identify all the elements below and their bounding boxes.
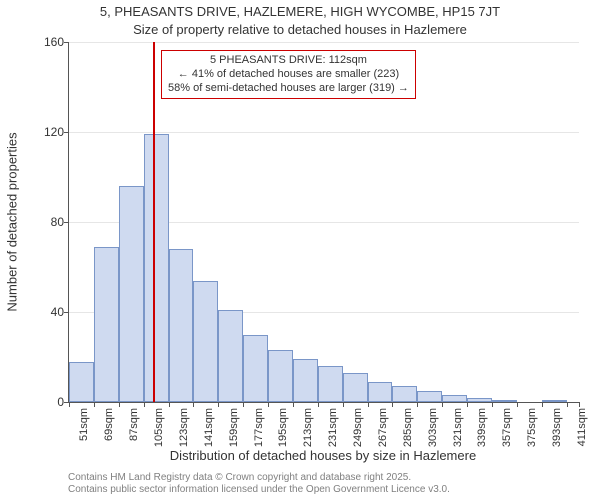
x-tick: [542, 402, 543, 407]
x-tick-label: 321sqm: [452, 408, 464, 447]
histogram-bar: [467, 398, 492, 403]
histogram-bar: [542, 400, 567, 402]
x-tick-label: 357sqm: [501, 408, 513, 447]
x-tick-label: 105sqm: [153, 408, 165, 447]
histogram-bar: [392, 386, 417, 402]
x-tick: [517, 402, 518, 407]
y-tick-label: 40: [34, 305, 64, 319]
histogram-bar: [144, 134, 169, 402]
x-tick: [442, 402, 443, 407]
x-tick: [69, 402, 70, 407]
histogram-bar: [368, 382, 393, 402]
x-tick-label: 123sqm: [178, 408, 190, 447]
annot-line3: 58% of semi-detached houses are larger (…: [168, 82, 409, 94]
x-tick-label: 69sqm: [103, 408, 115, 441]
x-tick-label: 303sqm: [427, 408, 439, 447]
x-tick: [268, 402, 269, 407]
histogram-bar: [417, 391, 442, 402]
histogram-bar: [318, 366, 343, 402]
annot-line2: ← 41% of detached houses are smaller (22…: [178, 68, 399, 80]
y-tick: [64, 222, 69, 223]
x-tick-label: 393sqm: [551, 408, 563, 447]
histogram-bar: [119, 186, 144, 402]
x-tick: [567, 402, 568, 407]
x-tick: [144, 402, 145, 407]
x-tick-label: 375sqm: [526, 408, 538, 447]
gridline: [69, 42, 579, 43]
x-tick: [467, 402, 468, 407]
y-tick-label: 80: [34, 215, 64, 229]
x-tick-label: 213sqm: [302, 408, 314, 447]
x-axis-label: Distribution of detached houses by size …: [68, 448, 578, 463]
x-tick-label: 87sqm: [128, 408, 140, 441]
x-tick-label: 285sqm: [402, 408, 414, 447]
y-tick-label: 0: [34, 395, 64, 409]
x-tick: [293, 402, 294, 407]
x-tick-label: 141sqm: [203, 408, 215, 447]
attribution-line1: Contains HM Land Registry data © Crown c…: [68, 472, 411, 483]
x-tick: [579, 402, 580, 407]
histogram-bar: [94, 247, 119, 402]
annot-line1: 5 PHEASANTS DRIVE: 112sqm: [210, 54, 367, 66]
x-tick-label: 159sqm: [228, 408, 240, 447]
x-tick: [417, 402, 418, 407]
x-tick-label: 249sqm: [352, 408, 364, 447]
x-tick: [368, 402, 369, 407]
x-tick-label: 267sqm: [377, 408, 389, 447]
x-tick-label: 231sqm: [327, 408, 339, 447]
histogram-bar: [69, 362, 94, 403]
x-tick: [318, 402, 319, 407]
histogram-bar: [343, 373, 368, 402]
x-tick: [94, 402, 95, 407]
y-tick: [64, 132, 69, 133]
x-tick: [343, 402, 344, 407]
x-tick: [243, 402, 244, 407]
histogram-bar: [243, 335, 268, 403]
histogram-bar: [492, 400, 517, 402]
histogram-bar: [268, 350, 293, 402]
y-tick-label: 160: [34, 35, 64, 49]
attribution-text: Contains HM Land Registry data © Crown c…: [68, 472, 450, 496]
x-tick: [218, 402, 219, 407]
histogram-bar: [293, 359, 318, 402]
x-tick-label: 177sqm: [253, 408, 265, 447]
x-tick: [392, 402, 393, 407]
histogram-bar: [442, 395, 467, 402]
histogram-bar: [169, 249, 194, 402]
attribution-line2: Contains public sector information licen…: [68, 484, 450, 495]
x-tick: [169, 402, 170, 407]
chart-title-line2: Size of property relative to detached ho…: [0, 22, 600, 37]
x-tick-label: 339sqm: [476, 408, 488, 447]
y-tick: [64, 42, 69, 43]
plot-area: 5 PHEASANTS DRIVE: 112sqm ← 41% of detach…: [68, 42, 579, 403]
histogram-bar: [193, 281, 218, 403]
x-tick-label: 195sqm: [277, 408, 289, 447]
x-tick-label: 51sqm: [78, 408, 90, 441]
x-tick: [492, 402, 493, 407]
marker-line: [153, 42, 155, 402]
y-tick: [64, 312, 69, 313]
gridline: [69, 132, 579, 133]
histogram-bar: [218, 310, 243, 402]
y-tick-label: 120: [34, 125, 64, 139]
x-tick: [119, 402, 120, 407]
annotation-box: 5 PHEASANTS DRIVE: 112sqm ← 41% of detach…: [161, 50, 416, 99]
chart-title-line1: 5, PHEASANTS DRIVE, HAZLEMERE, HIGH WYCO…: [0, 4, 600, 19]
x-tick: [193, 402, 194, 407]
y-axis-label: Number of detached properties: [5, 132, 20, 311]
x-tick-label: 411sqm: [576, 408, 588, 446]
